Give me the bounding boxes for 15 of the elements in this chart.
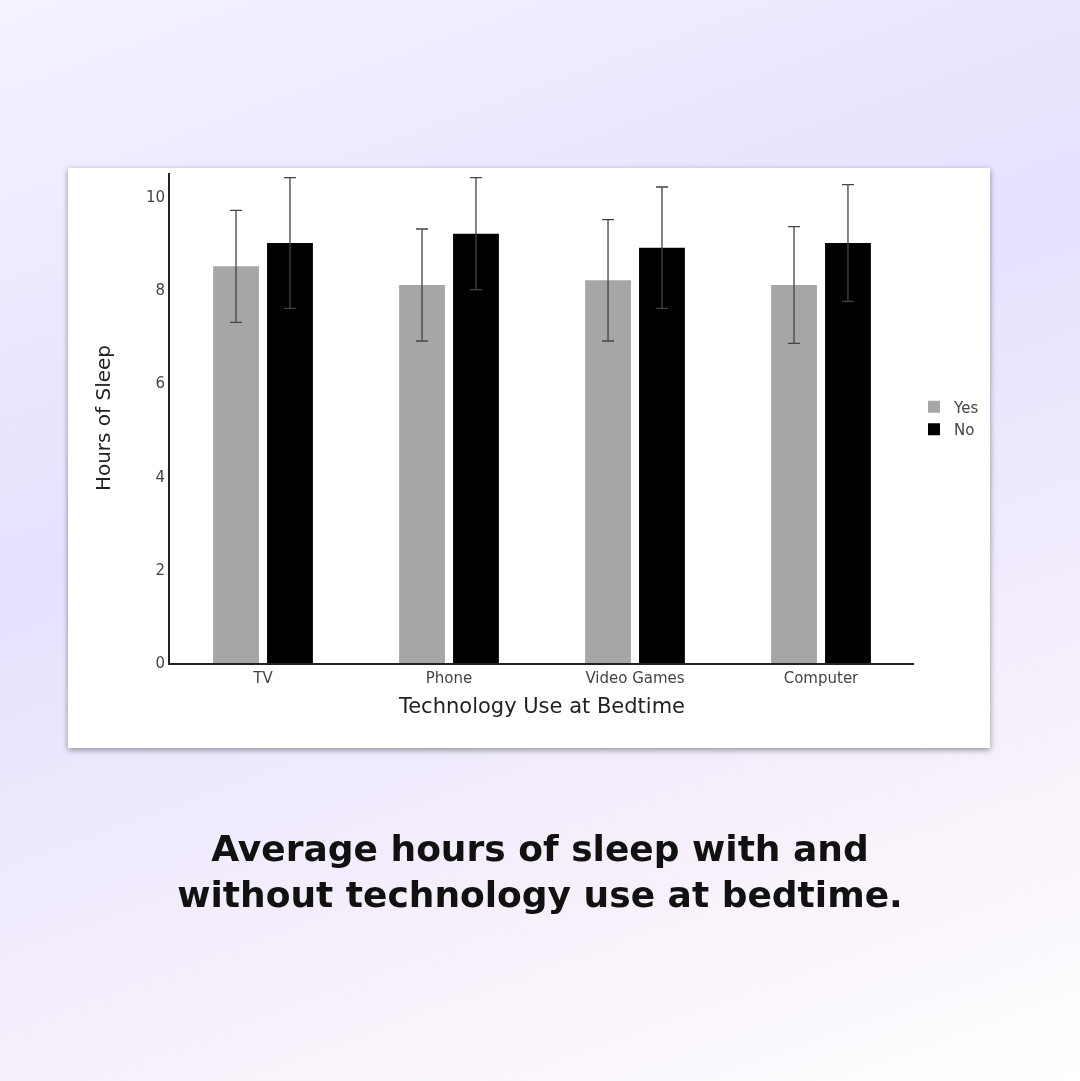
x-axis-title: Technology Use at Bedtime bbox=[397, 693, 686, 718]
legend-label: No bbox=[954, 421, 975, 440]
y-axis-title: Hours of Sleep bbox=[90, 344, 115, 492]
x-tick-label: Computer bbox=[783, 669, 860, 687]
y-tick-label: 0 bbox=[155, 654, 165, 673]
y-tick-label: 4 bbox=[155, 467, 165, 486]
x-tick-label: TV bbox=[252, 669, 274, 687]
x-tick-label: Phone bbox=[425, 669, 473, 687]
y-tick-label: 6 bbox=[155, 374, 165, 393]
y-tick-label: 8 bbox=[155, 280, 165, 299]
x-tick-label: Video Games bbox=[585, 669, 685, 687]
y-tick-label: 10 bbox=[145, 187, 165, 206]
legend-label: Yes bbox=[953, 398, 979, 417]
y-tick-label: 2 bbox=[155, 560, 165, 579]
text: Average hours of sleep with and without technology use at bedtime. bbox=[176, 827, 904, 917]
